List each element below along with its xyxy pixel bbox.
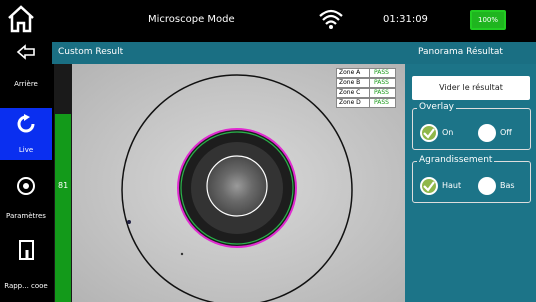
settings-icon[interactable] xyxy=(16,176,36,196)
report-icon[interactable] xyxy=(18,240,36,262)
live-icon xyxy=(16,114,36,134)
header-title: Custom Result xyxy=(58,47,123,57)
clock: 01:31:09 xyxy=(383,14,428,25)
radio-off-label[interactable]: Off xyxy=(500,128,512,137)
overlay-title: Overlay xyxy=(417,102,456,112)
zone-label: Zone D xyxy=(337,99,370,107)
report-label[interactable]: Rapp... cooe xyxy=(0,282,52,290)
wifi-icon xyxy=(318,8,344,30)
radio-on-label[interactable]: On xyxy=(442,128,453,137)
radio-low-label[interactable]: Bas xyxy=(500,181,515,190)
zoom-title: Agrandissement xyxy=(417,155,494,165)
zone-status: PASS xyxy=(370,89,389,97)
zone-label: Zone C xyxy=(337,89,370,97)
page: Microscope Mode {"status_bar": {"mode": … xyxy=(0,0,536,302)
panel-title: Panorama Résultat xyxy=(418,47,503,57)
radio-high-label[interactable]: Haut xyxy=(442,181,461,190)
back-icon[interactable] xyxy=(16,44,36,60)
zone-status: PASS xyxy=(370,69,389,77)
back-label[interactable]: Arrière xyxy=(0,80,52,88)
overlay-group: Overlay On Off xyxy=(412,108,531,150)
zone-label: Zone B xyxy=(337,79,370,87)
screen: Microscope Mode 01:31:09 100% Arrière Li… xyxy=(0,0,536,302)
radio-low[interactable] xyxy=(477,176,497,196)
zoom-group: Agrandissement Haut Bas xyxy=(412,161,531,203)
focus-bar xyxy=(55,114,71,302)
mode-title: Microscope Mode xyxy=(148,14,235,25)
radio-off[interactable] xyxy=(477,123,497,143)
radio-on[interactable] xyxy=(419,123,439,143)
home-button[interactable] xyxy=(6,4,36,34)
radio-high[interactable] xyxy=(419,176,439,196)
clear-button[interactable]: Vider le résultat xyxy=(412,76,530,100)
zone-label: Zone A xyxy=(337,69,370,77)
zone-status: PASS xyxy=(370,79,389,87)
battery: 100% xyxy=(470,10,506,30)
live-label: Live xyxy=(0,146,52,154)
settings-label[interactable]: Paramètres xyxy=(0,212,52,220)
focus-value: 81 xyxy=(58,181,68,190)
zone-status: PASS xyxy=(370,99,389,107)
live-button[interactable]: Live xyxy=(0,108,52,160)
